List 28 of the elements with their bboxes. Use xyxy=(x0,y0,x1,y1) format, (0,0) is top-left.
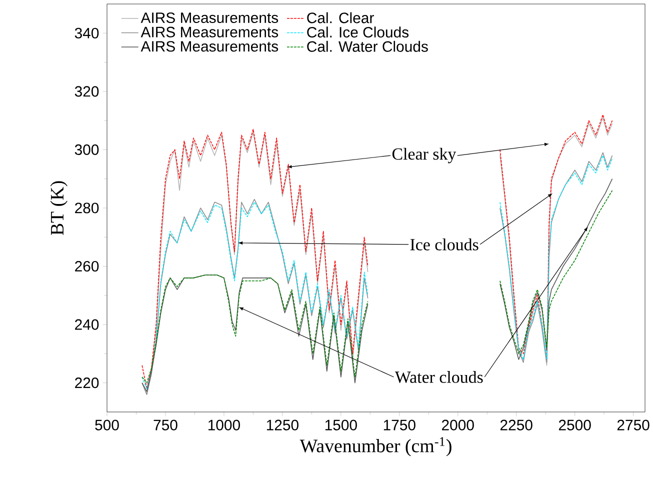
y-tick-label: 220 xyxy=(75,378,99,388)
x-tick-label: 1250 xyxy=(266,420,298,430)
legend-label: AIRS Measurements xyxy=(140,26,278,38)
y-tick-label: 340 xyxy=(74,28,99,38)
annotation: Ice clouds xyxy=(410,238,478,250)
annotation: Water clouds xyxy=(394,371,483,384)
y-tick-label: 300 xyxy=(74,144,99,155)
legend-label: Cal. Clear xyxy=(307,12,374,24)
y-tick-label: 260 xyxy=(75,260,99,272)
x-tick-label: 2250 xyxy=(500,420,532,430)
y-tick-label: 280 xyxy=(75,202,99,214)
x-tick-label: 500 xyxy=(95,420,119,430)
x-tick-label: 750 xyxy=(154,420,178,430)
y-tick-label: 320 xyxy=(74,86,99,97)
x-tick-label: 1750 xyxy=(384,420,416,430)
y-axis-title: BT (K) xyxy=(50,181,68,236)
legend-label: AIRS Measurements xyxy=(140,12,278,24)
legend-label: Cal. Water Clouds xyxy=(307,40,428,52)
legend-label: AIRS Measurements xyxy=(140,41,278,52)
annotation: Clear sky xyxy=(392,148,456,164)
y-tick-label: 240 xyxy=(75,319,99,330)
legend-label: Cal. Ice Clouds xyxy=(307,26,409,38)
x-tick-label: 1500 xyxy=(325,420,357,430)
x-tick-label: 1000 xyxy=(208,420,240,430)
x-tick-label: 2000 xyxy=(442,420,474,430)
x-axis-title: Wavenumber (cm$^{-1}$) xyxy=(300,437,452,456)
x-tick-label: 2500 xyxy=(558,420,591,430)
x-tick-label: 2750 xyxy=(617,420,650,430)
